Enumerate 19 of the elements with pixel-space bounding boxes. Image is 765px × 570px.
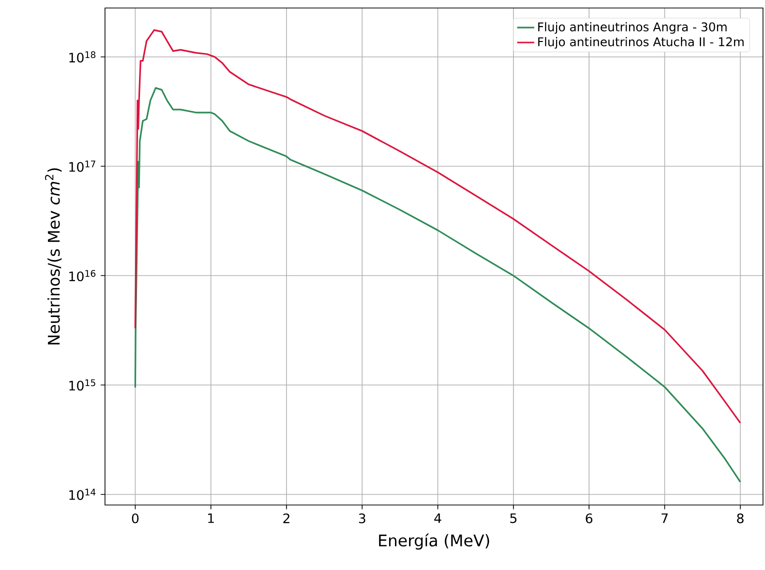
x-tick-label: 0: [132, 513, 139, 524]
legend-label: Flujo antineutrinos Atucha II - 12m: [538, 37, 744, 49]
x-tick-label: 7: [662, 513, 668, 523]
x-tick-label: 8: [737, 513, 744, 524]
y-axis-title: Neutrinos/(s Mev cm$^{2}$): [45, 168, 62, 344]
y-tick-label: 10$^{16}$: [69, 270, 96, 282]
y-tick-label: 10$^{17}$: [69, 160, 96, 172]
x-tick-label: 4: [434, 513, 442, 523]
legend-label: Flujo antineutrinos Angra - 30m: [538, 22, 727, 34]
line-series: [134, 87, 742, 483]
x-tick-label: 2: [283, 513, 290, 524]
y-tick-label: 10$^{18}$: [69, 51, 96, 63]
x-axis-title: Energía (MeV): [379, 533, 490, 550]
x-tick-label: 6: [586, 513, 592, 524]
y-tick-label: 10$^{14}$: [69, 488, 96, 500]
x-tick-label: 3: [359, 513, 366, 524]
y-tick-label: 10$^{15}$: [69, 379, 96, 391]
x-tick-label: 5: [510, 513, 516, 524]
x-tick-label: 1: [208, 513, 214, 523]
